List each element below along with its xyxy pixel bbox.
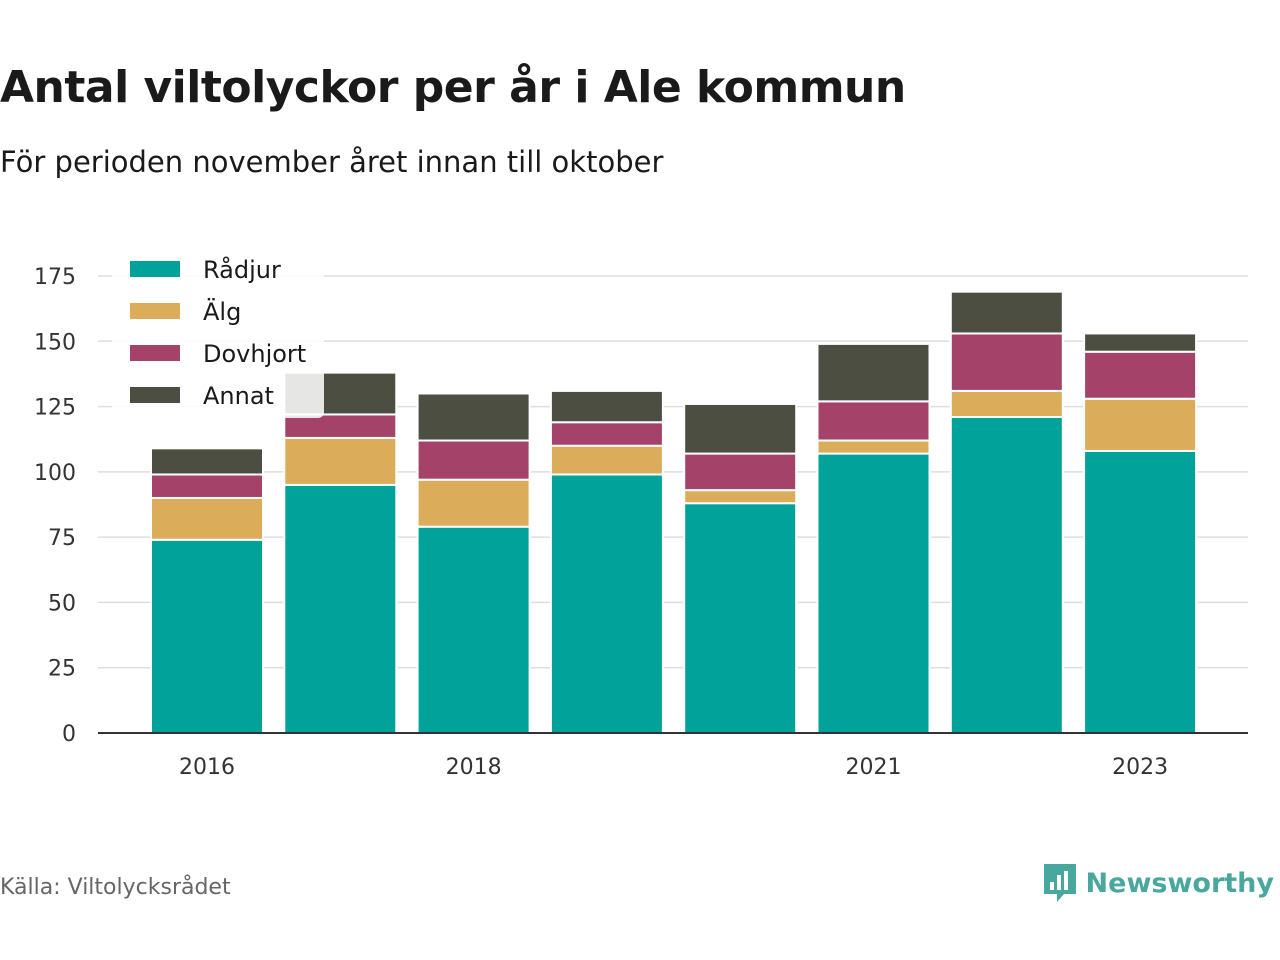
legend-swatch	[130, 261, 180, 277]
legend-label: Dovhjort	[203, 340, 306, 368]
bar-segment	[416, 392, 531, 442]
y-tick-label: 150	[34, 330, 76, 355]
bar-segment	[150, 447, 264, 476]
bar-segment	[150, 496, 264, 541]
bar-segment	[416, 478, 531, 528]
legend-label: Älg	[203, 297, 241, 326]
bar-segment	[283, 436, 398, 486]
bar-segment	[949, 416, 1064, 734]
bar-segment	[1083, 350, 1198, 400]
x-tick-label: 2023	[1112, 755, 1168, 780]
legend-background	[112, 250, 324, 418]
bar-segment	[683, 502, 798, 734]
bar-segment	[949, 332, 1064, 392]
y-tick-label: 25	[48, 657, 76, 682]
legend-swatch	[130, 387, 180, 403]
bar-segment	[1083, 332, 1198, 353]
bar-segment	[416, 525, 531, 734]
x-tick-label: 2021	[846, 755, 902, 780]
bar-segment	[816, 342, 931, 403]
y-tick-label: 75	[48, 526, 76, 551]
y-tick-label: 125	[34, 396, 76, 421]
bar-segment	[1083, 449, 1198, 734]
bar-segment	[949, 290, 1064, 335]
y-tick-label: 0	[62, 722, 76, 747]
bar-segment	[150, 538, 264, 734]
legend-label: Annat	[203, 382, 274, 410]
bar-segment	[1083, 397, 1198, 452]
x-axis-ticks: 2016 2018 2021 2023	[179, 755, 1168, 780]
legend: Rådjur Älg Dovhjort Annat	[112, 250, 324, 418]
bar-segment	[283, 483, 398, 734]
y-tick-label: 175	[34, 265, 76, 290]
bar-segment	[683, 489, 798, 505]
y-axis-ticks: 0 25 50 75 100 125 150 175	[34, 265, 76, 747]
chart-title: Antal viltolyckor per år i Ale kommun	[0, 62, 906, 113]
y-tick-label: 100	[34, 461, 76, 486]
bar-segment	[150, 473, 264, 499]
source-note: Källa: Viltolycksrådet	[0, 875, 231, 900]
bar-segment	[416, 439, 531, 481]
bar-segment	[549, 389, 664, 424]
bar-chart-logo-icon	[1043, 864, 1076, 902]
bar-segment	[549, 444, 664, 476]
bar-segment	[816, 439, 931, 455]
brand-logo: Newsworthy	[1042, 862, 1274, 904]
y-tick-label: 50	[48, 591, 76, 616]
bar-segment	[549, 421, 664, 447]
bar-segment	[683, 452, 798, 492]
x-tick-label: 2018	[446, 755, 502, 780]
bar-segment	[949, 389, 1064, 419]
bars	[150, 290, 1198, 734]
legend-swatch	[130, 345, 180, 361]
x-tick-label: 2016	[179, 755, 235, 780]
bar-segment	[683, 402, 798, 455]
bar-segment	[816, 400, 931, 442]
brand-name: Newsworthy	[1085, 867, 1274, 899]
chart-subtitle: För perioden november året innan till ok…	[0, 145, 664, 179]
bar-segment	[816, 452, 931, 734]
legend-swatch	[130, 303, 180, 319]
bar-segment	[549, 473, 664, 734]
legend-label: Rådjur	[203, 255, 281, 284]
